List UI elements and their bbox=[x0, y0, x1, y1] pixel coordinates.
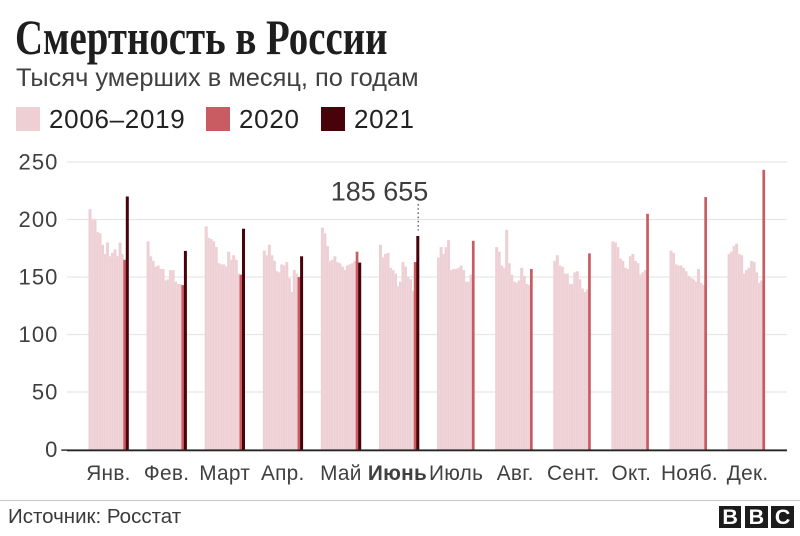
svg-text:Окт.: Окт. bbox=[612, 462, 652, 485]
svg-text:50: 50 bbox=[32, 379, 59, 404]
svg-text:Июнь: Июнь bbox=[368, 462, 427, 485]
svg-text:Нояб.: Нояб. bbox=[661, 462, 718, 485]
svg-text:Янв.: Янв. bbox=[86, 462, 131, 485]
svg-text:250: 250 bbox=[18, 149, 58, 174]
svg-text:0: 0 bbox=[45, 437, 58, 462]
svg-text:Фев.: Фев. bbox=[144, 462, 189, 485]
svg-text:100: 100 bbox=[18, 322, 58, 347]
svg-text:Сент.: Сент. bbox=[547, 462, 600, 485]
svg-text:200: 200 bbox=[18, 207, 58, 232]
svg-text:150: 150 bbox=[18, 264, 58, 289]
svg-text:Дек.: Дек. bbox=[727, 462, 769, 485]
svg-text:Апр.: Апр. bbox=[261, 462, 305, 485]
svg-text:Март: Март bbox=[199, 462, 250, 485]
svg-text:Июль: Июль bbox=[429, 462, 483, 485]
svg-text:Авг.: Авг. bbox=[497, 462, 534, 485]
svg-text:Май: Май bbox=[320, 462, 362, 485]
svg-text:185 655: 185 655 bbox=[331, 176, 429, 206]
